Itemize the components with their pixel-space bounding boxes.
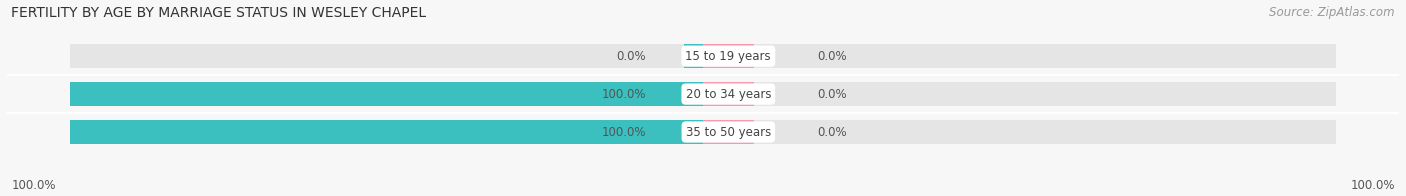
Bar (70, 44, 703, 68)
Text: 0.0%: 0.0% (616, 50, 647, 63)
Text: 15 to 19 years: 15 to 19 years (686, 50, 770, 63)
Bar (703, 82, 1336, 106)
Text: 0.0%: 0.0% (817, 88, 846, 101)
Bar (703, 44, 1336, 68)
Text: 20 to 34 years: 20 to 34 years (686, 88, 770, 101)
Text: 0.0%: 0.0% (817, 125, 846, 139)
Bar (703, 44, 754, 68)
Bar (70, 120, 703, 144)
Text: 35 to 50 years: 35 to 50 years (686, 125, 770, 139)
Text: 100.0%: 100.0% (602, 125, 647, 139)
Bar (703, 120, 754, 144)
Text: 100.0%: 100.0% (1350, 179, 1395, 192)
Bar (703, 120, 1336, 144)
Text: 100.0%: 100.0% (602, 88, 647, 101)
Bar (70, 82, 703, 106)
Text: 100.0%: 100.0% (11, 179, 56, 192)
Text: Source: ZipAtlas.com: Source: ZipAtlas.com (1270, 6, 1395, 19)
Bar (685, 120, 703, 144)
Text: 0.0%: 0.0% (817, 50, 846, 63)
Bar (685, 44, 703, 68)
Bar (70, 120, 703, 144)
Text: FERTILITY BY AGE BY MARRIAGE STATUS IN WESLEY CHAPEL: FERTILITY BY AGE BY MARRIAGE STATUS IN W… (11, 6, 426, 20)
Bar (685, 82, 703, 106)
Bar (703, 82, 754, 106)
Bar (70, 82, 703, 106)
